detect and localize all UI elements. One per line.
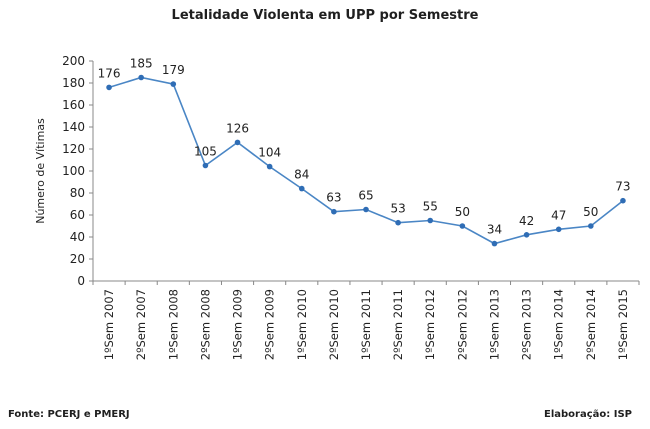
- data-point: [363, 206, 369, 213]
- data-label: 63: [326, 191, 341, 205]
- data-label: 104: [258, 146, 281, 160]
- data-point: [588, 223, 594, 229]
- y-tick-label: 140: [62, 120, 85, 134]
- data-point: [331, 208, 337, 215]
- x-tick-label: 1ºSem 2008: [166, 289, 180, 360]
- x-tick-label: 2ºSem 2007: [134, 289, 148, 360]
- data-label: 42: [519, 214, 534, 228]
- data-point: [491, 240, 498, 247]
- x-tick-label: 1ºSem 2013: [487, 289, 501, 360]
- x-tick-label: 2ºSem 2009: [263, 289, 277, 360]
- y-tick-label: 20: [70, 252, 85, 266]
- x-tick-label: 1ºSem 2015: [616, 289, 630, 360]
- y-tick-label: 80: [70, 186, 85, 200]
- data-label: 176: [98, 66, 121, 80]
- data-point: [170, 81, 177, 87]
- data-point: [266, 163, 273, 170]
- chart-title: Letalidade Violenta em UPP por Semestre: [171, 8, 479, 23]
- data-point: [234, 139, 241, 146]
- data-label: 179: [162, 63, 185, 77]
- source-note: Fonte: PCERJ e PMERJ: [8, 409, 130, 420]
- data-point: [620, 197, 626, 204]
- y-tick-label: 0: [77, 274, 85, 288]
- x-tick-label: 1ºSem 2012: [423, 289, 437, 360]
- data-point: [298, 185, 305, 192]
- x-tick-label: 2ºSem 2008: [198, 289, 212, 360]
- x-tick-label: 1ºSem 2011: [359, 289, 373, 360]
- data-label: 185: [130, 57, 153, 71]
- credit-note: Elaboração: ISP: [544, 409, 632, 420]
- x-tick-label: 2ºSem 2013: [520, 289, 534, 360]
- data-label: 50: [455, 205, 470, 219]
- x-tick-label: 2ºSem 2012: [455, 289, 469, 360]
- x-tick-label: 1ºSem 2007: [102, 289, 116, 360]
- data-label: 47: [551, 208, 566, 222]
- data-label: 84: [294, 168, 309, 182]
- y-axis-label: Número de Vítimas: [34, 118, 47, 224]
- y-tick-label: 60: [70, 208, 85, 222]
- series-line: [108, 76, 624, 245]
- data-point: [395, 219, 401, 226]
- x-tick-label: 2ºSem 2011: [391, 289, 405, 360]
- x-tick-label: 1ºSem 2009: [231, 289, 245, 360]
- y-tick-label: 200: [62, 54, 85, 68]
- y-tick-label: 160: [62, 98, 85, 112]
- x-tick-label: 2ºSem 2014: [584, 289, 598, 360]
- data-label: 105: [194, 145, 217, 159]
- data-label: 126: [226, 121, 249, 135]
- data-label: 53: [390, 202, 405, 216]
- data-label: 34: [487, 223, 502, 237]
- x-tick-label: 1ºSem 2010: [295, 289, 309, 360]
- x-tick-label: 1ºSem 2014: [552, 289, 566, 360]
- data-point: [138, 74, 144, 81]
- data-point: [106, 84, 112, 91]
- data-point: [427, 217, 434, 224]
- data-label: 55: [423, 200, 438, 214]
- data-point: [202, 162, 209, 169]
- y-tick-label: 120: [62, 142, 85, 156]
- x-tick-label: 2ºSem 2010: [327, 289, 341, 360]
- data-point: [555, 226, 562, 233]
- data-label: 65: [358, 189, 373, 203]
- y-tick-label: 100: [62, 164, 85, 178]
- data-label: 73: [615, 180, 630, 194]
- data-point: [523, 232, 530, 238]
- y-tick-label: 180: [62, 76, 85, 90]
- y-tick-label: 40: [70, 230, 85, 244]
- data-point: [459, 223, 466, 229]
- data-label: 50: [583, 205, 598, 219]
